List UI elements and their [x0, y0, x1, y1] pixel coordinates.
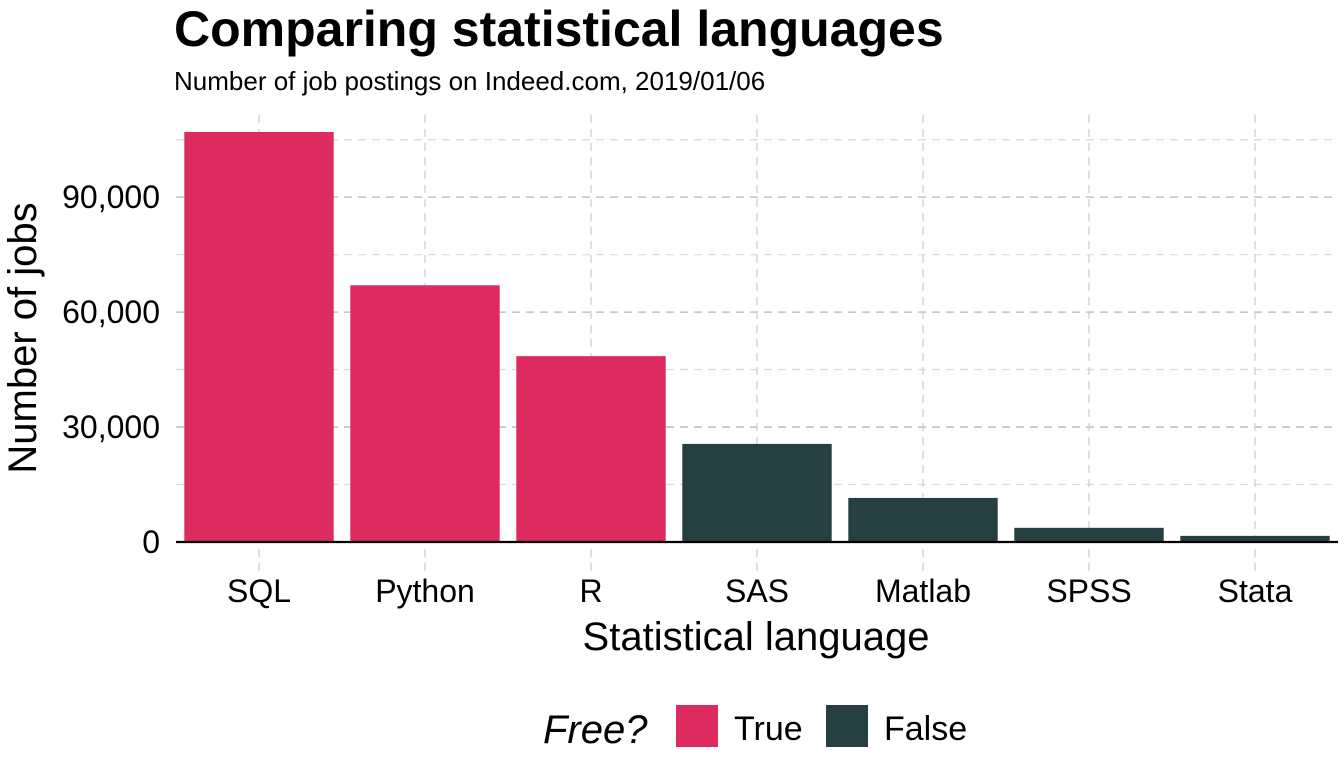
bar-sas: [682, 443, 832, 542]
bar-stata: [1180, 535, 1330, 542]
y-tick-labels: 0 30,000 60,000 90,000: [62, 179, 160, 560]
x-tick-label: R: [579, 573, 602, 609]
x-tick-label: Matlab: [875, 573, 971, 609]
x-tick-labels: SQL Python R SAS Matlab SPSS Stata: [227, 573, 1293, 609]
x-tick-label: Python: [375, 573, 475, 609]
x-tick-label: SPSS: [1046, 573, 1131, 609]
bar-spss: [1014, 527, 1164, 542]
legend-label-true: True: [734, 710, 803, 748]
y-tick-label: 30,000: [62, 409, 160, 445]
y-axis-title: Number of jobs: [1, 202, 45, 473]
x-tick-label: Stata: [1218, 573, 1293, 609]
bar-r: [516, 356, 666, 542]
y-tick-label: 0: [142, 524, 160, 560]
legend-label-false: False: [884, 710, 967, 748]
x-axis-title: Statistical language: [583, 615, 930, 659]
legend: Free? True False: [543, 705, 967, 752]
bar-sql: [184, 132, 334, 542]
bars-group: [184, 132, 1330, 542]
legend-title: Free?: [543, 708, 648, 752]
chart-title: Comparing statistical languages: [174, 1, 944, 57]
legend-swatch-true: [676, 705, 718, 747]
x-tick-label: SQL: [227, 573, 291, 609]
y-tick-label: 90,000: [62, 179, 160, 215]
chart-subtitle: Number of job postings on Indeed.com, 20…: [174, 66, 766, 96]
bar-matlab: [848, 497, 998, 542]
bar-python: [350, 285, 500, 542]
legend-swatch-false: [826, 705, 868, 747]
y-tick-label: 60,000: [62, 294, 160, 330]
x-tick-label: SAS: [725, 573, 789, 609]
